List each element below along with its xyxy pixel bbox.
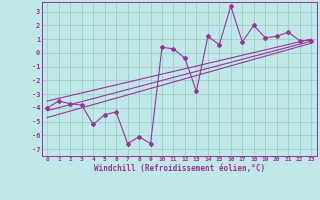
X-axis label: Windchill (Refroidissement éolien,°C): Windchill (Refroidissement éolien,°C) <box>94 164 265 173</box>
